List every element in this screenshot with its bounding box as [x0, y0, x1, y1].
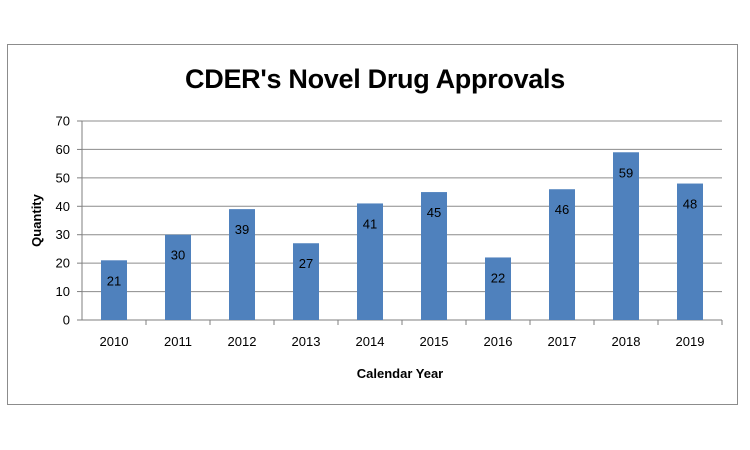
x-tick-label-2016: 2016: [484, 334, 513, 349]
bar-2017: [549, 189, 575, 320]
x-tick-label-2013: 2013: [292, 334, 321, 349]
x-tick-label-2010: 2010: [100, 334, 129, 349]
bars: [101, 152, 703, 320]
data-labels: 21 30 39 27 41 45 22 46 59 48: [107, 165, 697, 288]
data-label-2016: 22: [491, 270, 505, 285]
y-tick-label: 20: [56, 256, 70, 271]
y-axis-label: Quantity: [29, 193, 44, 246]
data-label-2010: 21: [107, 273, 121, 288]
x-tick-label-2018: 2018: [612, 334, 641, 349]
x-tick-label-2014: 2014: [356, 334, 385, 349]
data-label-2017: 46: [555, 202, 569, 217]
y-tick-label: 30: [56, 227, 70, 242]
y-tick-label: 10: [56, 284, 70, 299]
x-tick-label-2019: 2019: [676, 334, 705, 349]
bar-2013: [293, 243, 319, 320]
data-label-2018: 59: [619, 165, 633, 180]
x-tick-label-2017: 2017: [548, 334, 577, 349]
bar-2011: [165, 234, 191, 320]
chart-title: CDER's Novel Drug Approvals: [185, 64, 565, 94]
y-tick-label: 40: [56, 199, 70, 214]
x-tick-label-2015: 2015: [420, 334, 449, 349]
bar-2018: [613, 152, 639, 320]
bar-2016: [485, 257, 511, 320]
x-tick-label-2011: 2011: [164, 334, 192, 349]
bar-2015: [421, 192, 447, 320]
y-tick-label: 70: [56, 114, 70, 129]
data-label-2011: 30: [171, 248, 185, 263]
data-label-2012: 39: [235, 222, 249, 237]
x-tick-label-2012: 2012: [228, 334, 257, 349]
y-tick-label: 50: [56, 170, 70, 185]
data-label-2015: 45: [427, 205, 441, 220]
data-label-2014: 41: [363, 216, 377, 231]
y-axis-ticks: 0 10 20 30 40 50 60 70: [56, 114, 70, 328]
bar-2019: [677, 183, 703, 320]
bar-2014: [357, 203, 383, 320]
bar-2012: [229, 209, 255, 320]
x-axis-ticks: 2010 2011 2012 2013 2014 2015 2016 2017 2018 2019: [100, 334, 705, 349]
x-axis-label: Calendar Year: [357, 366, 443, 381]
data-label-2013: 27: [299, 256, 313, 271]
y-tick-label: 0: [63, 313, 70, 328]
bar-2010: [101, 260, 127, 320]
y-tick-label: 60: [56, 142, 70, 157]
data-label-2019: 48: [683, 197, 697, 212]
